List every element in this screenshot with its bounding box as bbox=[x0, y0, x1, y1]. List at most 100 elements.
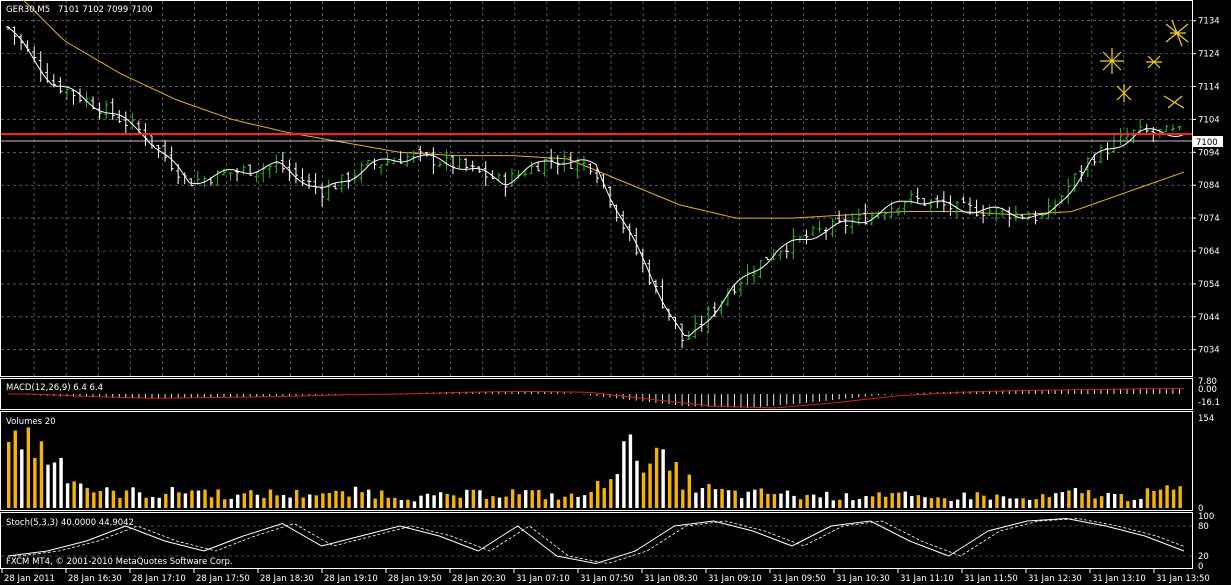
volume-bar bbox=[707, 484, 711, 508]
volume-bar bbox=[190, 490, 194, 508]
moving-average-slow bbox=[22, 0, 1185, 219]
volume-bar bbox=[910, 496, 914, 508]
volume-bar bbox=[936, 497, 940, 508]
volume-bar bbox=[903, 491, 907, 508]
volume-bar bbox=[445, 494, 449, 508]
volume-bar bbox=[805, 494, 809, 508]
volume-bar bbox=[746, 491, 750, 508]
time-tick-label: 28 Jan 19:10 bbox=[324, 574, 378, 584]
volume-bar bbox=[308, 494, 312, 508]
time-tick-label: 31 Jan 11:10 bbox=[900, 574, 954, 584]
volume-bar bbox=[1178, 486, 1182, 508]
volume-bar bbox=[995, 494, 999, 508]
time-tick-label: 28 Jan 17:50 bbox=[196, 574, 250, 584]
volume-bar bbox=[576, 496, 580, 508]
volume-bar bbox=[327, 492, 332, 508]
time-tick-label: 31 Jan 10:30 bbox=[836, 574, 890, 584]
volume-bar bbox=[72, 481, 76, 508]
macd-panel[interactable] bbox=[0, 378, 1193, 410]
volume-bar bbox=[268, 489, 273, 508]
volume-bar bbox=[798, 499, 803, 508]
volume-bar bbox=[124, 490, 129, 508]
volume-bar bbox=[20, 449, 24, 508]
volume-bar bbox=[654, 447, 659, 508]
volume-bar bbox=[13, 430, 17, 508]
volume-bar bbox=[955, 499, 960, 508]
volume-bar bbox=[582, 495, 587, 508]
volume-bar bbox=[681, 489, 685, 508]
volume-bar bbox=[1171, 489, 1176, 508]
macd-label: MACD(12,26,9) 6.4 6.4 bbox=[6, 383, 103, 393]
stoch-tick-label: 80 bbox=[1198, 522, 1209, 532]
stoch-label: Stoch(5,3,3) 40.0000 44.9042 bbox=[6, 518, 134, 528]
volume-bar bbox=[255, 494, 260, 508]
volume-bar bbox=[1158, 489, 1163, 508]
volume-bar bbox=[321, 493, 325, 508]
volume-bar bbox=[360, 492, 364, 508]
volume-bar bbox=[484, 498, 489, 508]
volume-bar bbox=[700, 488, 705, 508]
volume-bar bbox=[962, 492, 966, 508]
stoch-tick-label: 20 bbox=[1198, 552, 1209, 562]
volume-bar bbox=[419, 495, 423, 508]
fractal-arrow-icon bbox=[1146, 55, 1162, 69]
volume-bar bbox=[399, 499, 404, 508]
price-tick-label: 7044 bbox=[1198, 313, 1220, 323]
price-tick-label: 7084 bbox=[1198, 181, 1220, 191]
volume-bar bbox=[216, 489, 220, 508]
volume-bar bbox=[1086, 490, 1091, 508]
volume-bar bbox=[1106, 492, 1110, 508]
volume-bar bbox=[844, 493, 849, 508]
chart-ohlc: 7101 7102 7099 7100 bbox=[58, 5, 153, 15]
volume-bar bbox=[1073, 488, 1078, 508]
time-tick-label: 31 Jan 07:10 bbox=[516, 574, 570, 584]
volume-bar bbox=[864, 496, 868, 508]
macd-histogram bbox=[8, 388, 1184, 409]
volume-bar bbox=[294, 489, 299, 508]
time-tick-label: 31 Jan 08:30 bbox=[644, 574, 698, 584]
price-tick-label: 7054 bbox=[1198, 280, 1220, 290]
volume-bar bbox=[406, 499, 410, 508]
price-tick-label: 7134 bbox=[1198, 17, 1220, 27]
volume-bar bbox=[177, 492, 181, 508]
price-tick-label: 7114 bbox=[1198, 83, 1220, 93]
volume-bar bbox=[1113, 493, 1117, 508]
volume-bar bbox=[465, 489, 469, 508]
macd-axis: 7.800.00 -16.1 bbox=[1198, 377, 1220, 408]
volume-bar bbox=[759, 488, 764, 508]
volume-bar bbox=[851, 500, 855, 508]
stoch-panel[interactable] bbox=[0, 512, 1193, 569]
time-tick-label: 31 Jan 09:10 bbox=[708, 574, 762, 584]
volume-bar bbox=[890, 493, 894, 508]
volume-bar bbox=[602, 488, 606, 508]
volume-bar bbox=[739, 498, 744, 508]
volume-bar bbox=[7, 442, 11, 508]
volume-bar bbox=[438, 492, 443, 508]
volume-bar bbox=[1060, 492, 1065, 508]
volume-bar bbox=[779, 493, 783, 508]
volume-bar bbox=[275, 495, 279, 508]
volume-bar bbox=[838, 499, 842, 508]
volume-bar bbox=[412, 501, 417, 508]
volume-bar bbox=[131, 487, 135, 508]
volume-bar bbox=[33, 457, 37, 508]
volume-bar bbox=[380, 490, 384, 508]
volume-bar bbox=[281, 494, 286, 508]
volume-bar bbox=[491, 496, 495, 508]
volume-bar bbox=[229, 498, 233, 508]
volume-bar bbox=[183, 493, 188, 508]
price-panel[interactable] bbox=[0, 0, 1193, 377]
current-price-value: 7100 bbox=[1196, 138, 1218, 148]
ma-slow-line bbox=[22, 0, 1185, 219]
volume-bar bbox=[615, 474, 620, 508]
volume-bar bbox=[556, 499, 561, 508]
fractal-arrows bbox=[1100, 19, 1189, 109]
price-tick-label: 7104 bbox=[1198, 115, 1220, 125]
fractal-arrow-icon bbox=[1116, 84, 1132, 102]
volume-bar bbox=[1067, 490, 1071, 508]
volume-bar bbox=[667, 470, 672, 508]
volume-bar bbox=[314, 495, 318, 508]
time-tick-label: 31 Jan 07:50 bbox=[580, 574, 634, 584]
